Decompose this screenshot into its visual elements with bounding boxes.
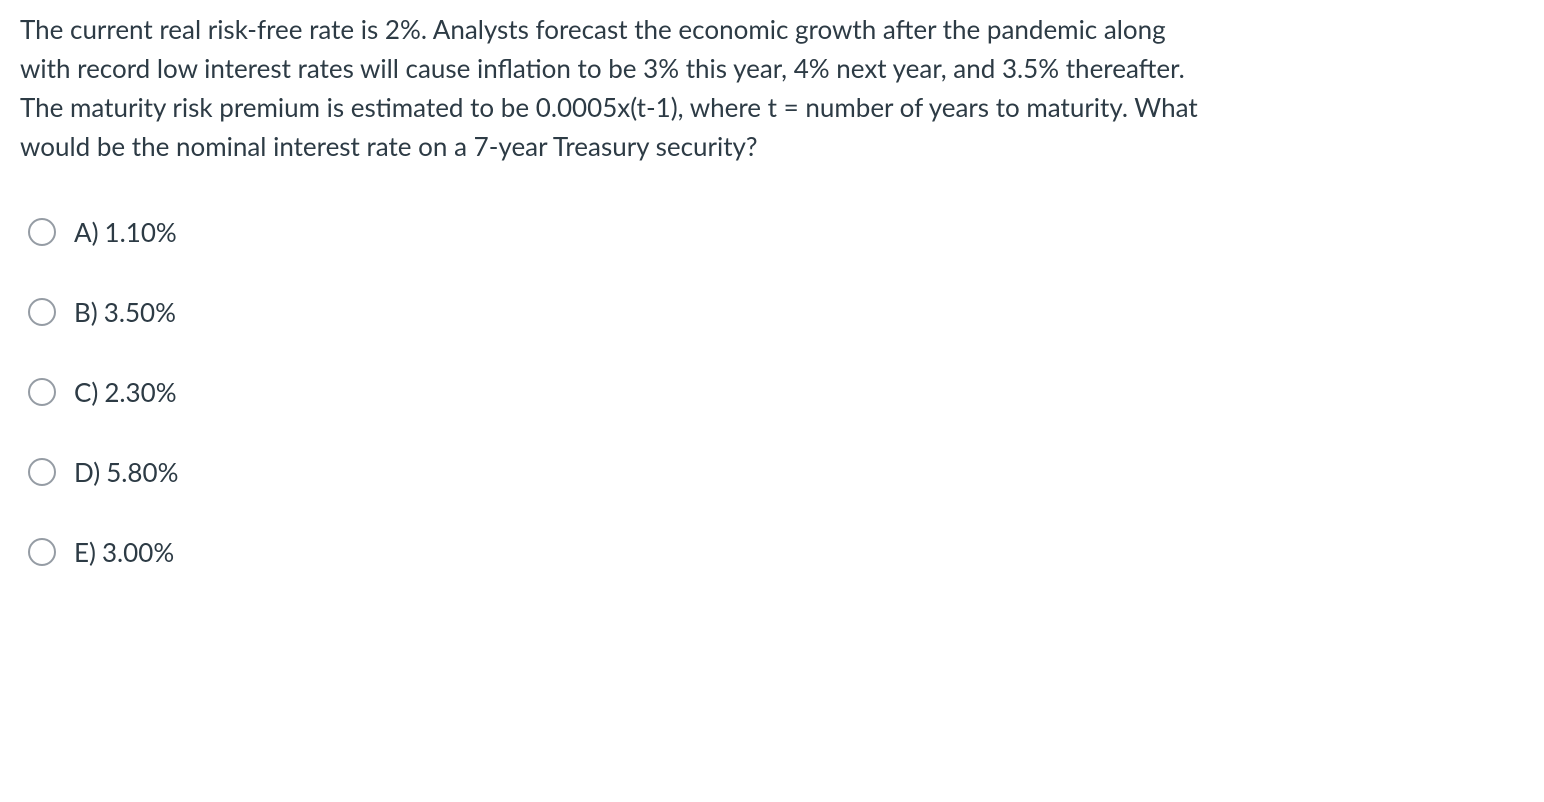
option-label: A) 1.10% [74, 216, 177, 248]
option-letter: A) [74, 216, 99, 248]
option-label: B) 3.50% [74, 296, 176, 328]
question-text: The current real risk-free rate is 2%. A… [20, 10, 1220, 166]
option-value: 5.80% [106, 456, 178, 488]
option-label: C) 2.30% [74, 376, 177, 408]
option-value: 2.30% [104, 376, 176, 408]
option-value: 1.10% [105, 216, 177, 248]
radio-button-d[interactable] [28, 458, 56, 486]
radio-button-a[interactable] [28, 218, 56, 246]
option-b[interactable]: B) 3.50% [28, 296, 1524, 328]
option-label: D) 5.80% [74, 456, 178, 488]
option-letter: B) [74, 296, 98, 328]
option-letter: C) [74, 376, 98, 408]
option-value: 3.00% [102, 536, 174, 568]
radio-button-e[interactable] [28, 538, 56, 566]
option-a[interactable]: A) 1.10% [28, 216, 1524, 248]
option-label: E) 3.00% [74, 536, 174, 568]
option-d[interactable]: D) 5.80% [28, 456, 1524, 488]
option-value: 3.50% [104, 296, 176, 328]
options-list: A) 1.10% B) 3.50% C) 2.30% D) 5.80% E) 3… [20, 216, 1524, 568]
option-c[interactable]: C) 2.30% [28, 376, 1524, 408]
option-letter: E) [74, 536, 96, 568]
radio-button-c[interactable] [28, 378, 56, 406]
option-letter: D) [74, 456, 100, 488]
radio-button-b[interactable] [28, 298, 56, 326]
option-e[interactable]: E) 3.00% [28, 536, 1524, 568]
